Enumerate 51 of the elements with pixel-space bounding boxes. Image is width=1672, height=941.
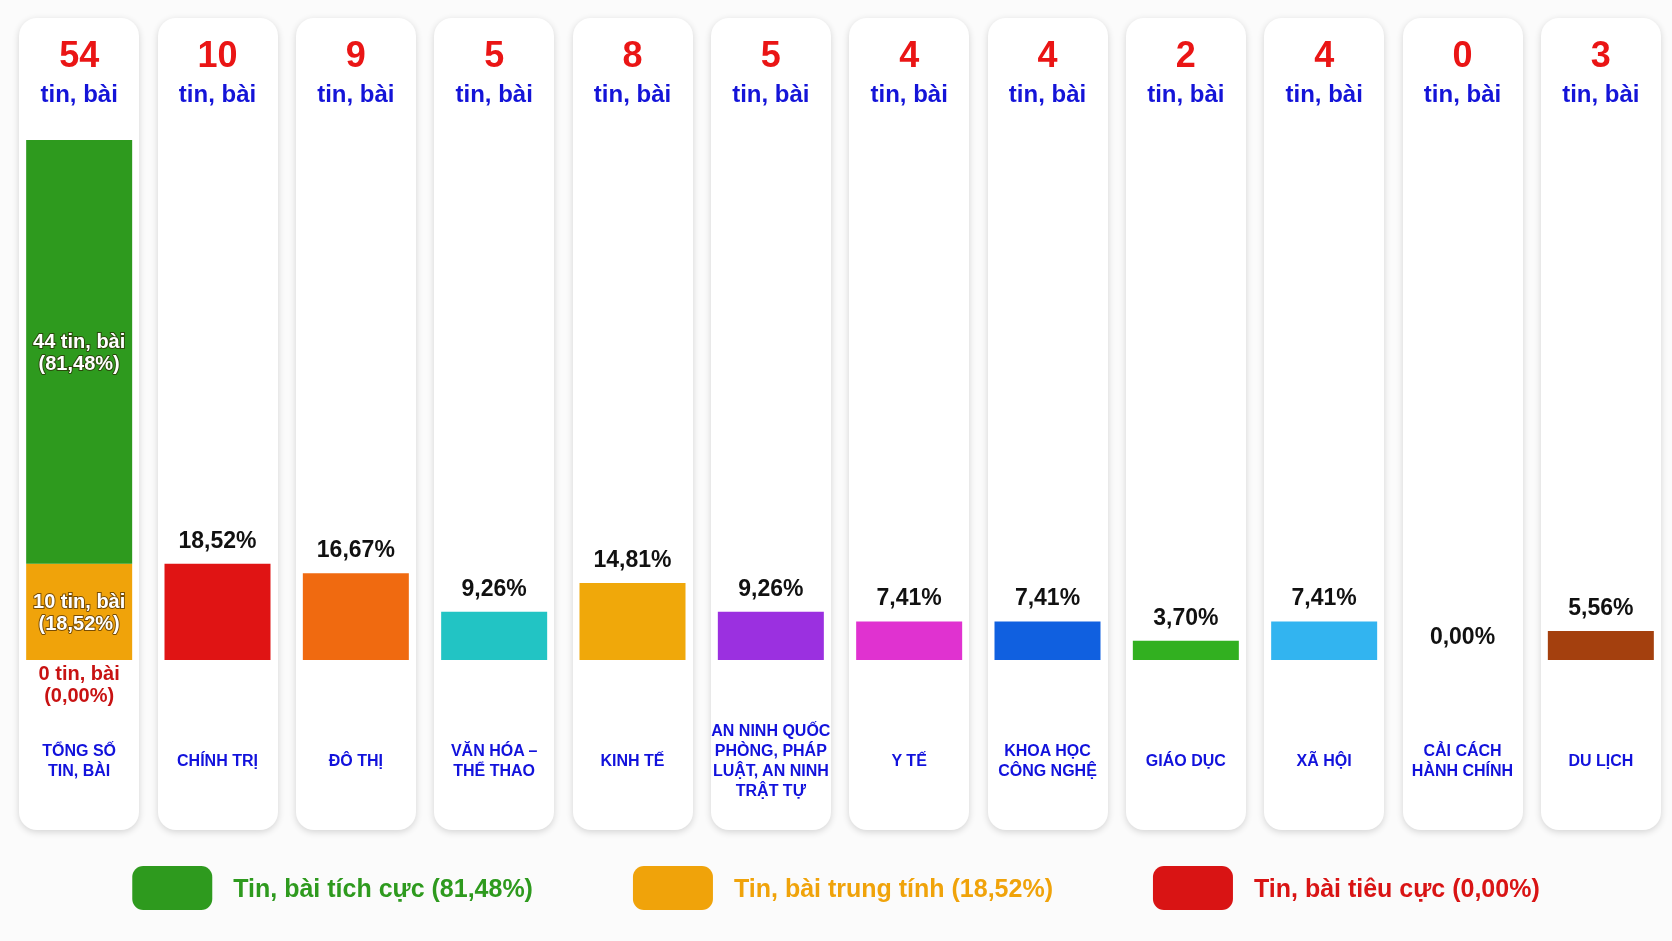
data-label: 9,26% [738,574,804,601]
bar [1132,640,1239,660]
text: 4 tin, bài [870,33,948,107]
data-label: 44 tin, bài (81,48%) [33,329,126,374]
data-label: 10 tin, bài (18,52%) [33,589,126,634]
data-label: 3,70% [1153,603,1219,630]
x-tick-label: DU LỊCH [1568,751,1634,769]
x-tick-label: TỔNG SỐ TIN, BÀI [42,739,117,779]
bar [994,621,1101,660]
text: 4 tin, bài [1285,33,1363,107]
bar [717,611,824,660]
bar [302,573,409,660]
bar [1547,631,1654,660]
text: 10 tin, bài [178,33,257,107]
text: 9 tin, bài [317,33,395,107]
data-label: 0,00% [1429,623,1496,649]
bar [579,582,686,660]
bar [441,611,548,660]
x-tick-label: Y TẾ [891,750,928,769]
text: 3 tin, bài [1562,33,1640,107]
data-label: 9,26% [461,574,527,601]
data-label: 18,52% [178,526,257,553]
x-tick-label: XÃ HỘI [1296,749,1352,769]
data-label: 7,41% [1014,584,1081,611]
legend-label: Tin, bài tích cực (81,48%) [233,874,533,902]
data-label: 5,56% [1568,594,1634,621]
x-tick-label: ĐÔ THỊ [328,750,383,769]
data-label: 7,41% [1291,584,1357,611]
x-tick-label: GIÁO DỤC [1145,750,1227,769]
annotation: 0 tin, bài (0,00%) [38,662,120,706]
text: 54 tin, bài [40,33,118,107]
x-tick-label: CHÍNH TRỊ [177,750,258,769]
text: 5 tin, bài [455,33,533,107]
text: 4 tin, bài [1008,33,1087,107]
legend-label: Tin, bài tiêu cực (0,00%) [1253,874,1540,902]
text: 5 tin, bài [732,33,810,107]
text: 8 tin, bài [593,33,672,107]
x-tick-label: CẢI CÁCH HÀNH CHÍNH [1411,740,1514,779]
data-label: 7,41% [876,584,942,611]
legend-label: Tin, bài trung tính (18,52%) [733,874,1053,902]
x-tick-label: VĂN HÓA – THỂ THAO [450,740,538,779]
x-tick-label: KINH TẾ [600,750,665,769]
data-label: 14,81% [593,545,672,572]
data-label: 16,67% [316,536,395,563]
bar [164,563,271,660]
x-tick-label: AN NINH QUỐC PHÒNG, PHÁP LUẬT, AN NINH TRẬT TỰ [711,719,831,799]
text: 2 tin, bài [1147,33,1225,107]
text: 0 tin, bài [1423,33,1502,107]
bar [856,621,963,660]
bar [1271,621,1378,660]
x-tick-label: KHOA HỌC CÔNG NGHỆ [998,741,1098,779]
